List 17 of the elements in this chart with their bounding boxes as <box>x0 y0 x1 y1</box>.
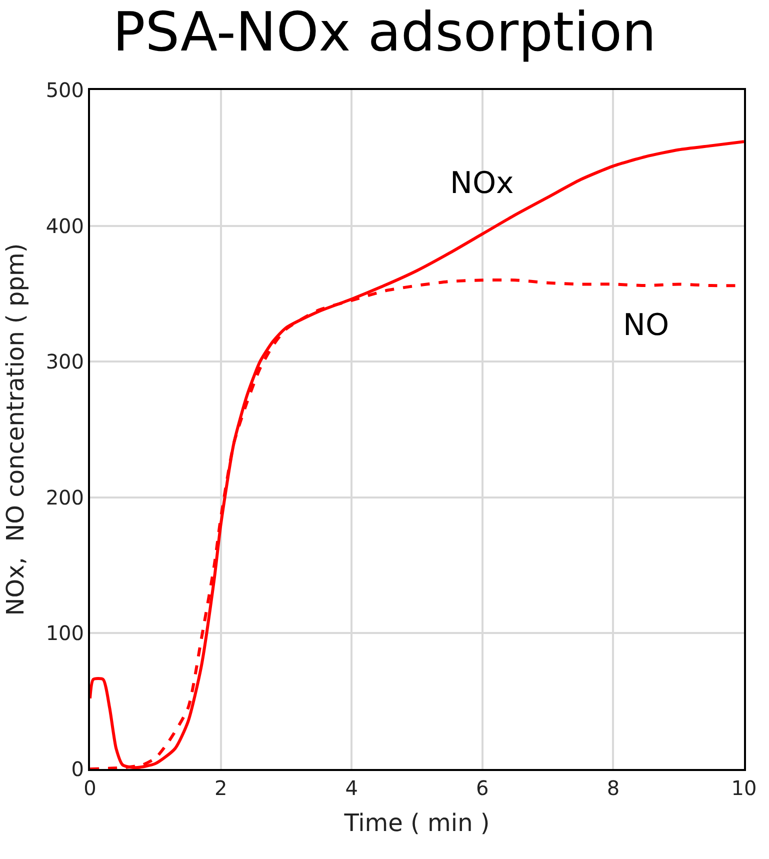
y-tick-label: 400 <box>46 214 84 238</box>
x-tick-label: 4 <box>345 776 358 800</box>
chart-title: PSA-NOx adsorption <box>112 0 656 64</box>
series-label: NOx <box>450 166 514 201</box>
y-tick-label: 300 <box>46 350 84 374</box>
y-tick-label: 500 <box>46 78 84 102</box>
series-label: NO <box>623 308 670 343</box>
x-tick-label: 2 <box>214 776 228 800</box>
line-series <box>90 140 744 769</box>
y-tick-label: 100 <box>46 621 84 646</box>
x-tick-label: 6 <box>476 776 489 800</box>
x-tick-label: 8 <box>606 776 620 800</box>
y-tick-label: 200 <box>46 485 84 510</box>
y-tick-label: 0 <box>71 757 84 781</box>
y-axis-title: NOx, NO concentration ( ppm) <box>1 243 30 616</box>
x-axis-title: Time ( min ) <box>343 808 490 837</box>
x-tick-label: 10 <box>731 776 757 800</box>
